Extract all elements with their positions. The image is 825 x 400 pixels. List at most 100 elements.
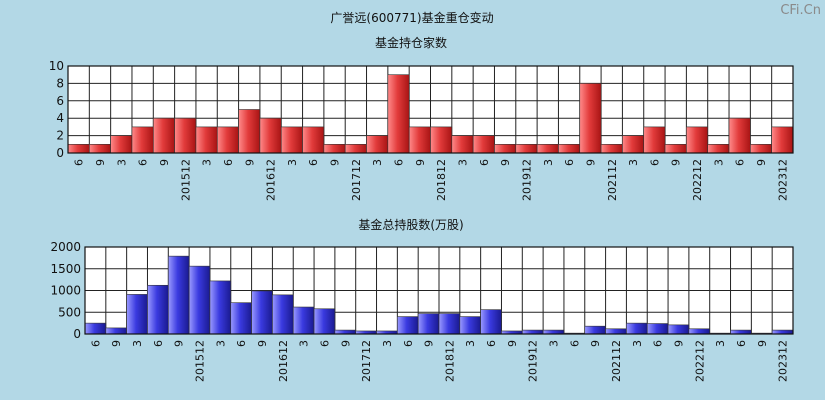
chart-2-xtick-label: 9 xyxy=(672,340,685,347)
chart-1-bar xyxy=(494,144,517,154)
chart-1-bar xyxy=(89,144,111,154)
chart-1-bar xyxy=(472,135,495,154)
chart-1-xtick-label: 201612 xyxy=(265,159,278,201)
chart-1-bar xyxy=(280,126,303,154)
chart-2-ytick-label: 500 xyxy=(58,305,81,319)
chart-2-xtick-label: 9 xyxy=(506,340,519,347)
chart-2-xtick-label: 6 xyxy=(568,340,581,347)
chart-2-bar xyxy=(646,323,669,335)
chart-2-xtick-label: 9 xyxy=(110,340,123,347)
chart-1-bar xyxy=(152,117,175,154)
chart-2-xtick-label: 3 xyxy=(131,340,144,347)
chart-1-xtick-label: 3 xyxy=(371,159,384,166)
chart-2-xtick-label: 6 xyxy=(318,340,331,347)
chart-1-bar xyxy=(302,126,325,154)
chart-1-ytick-label: 4 xyxy=(56,111,64,125)
chart-2-bar xyxy=(397,316,419,335)
chart-1-xtick-label: 3 xyxy=(542,159,555,166)
chart-1-xtick-label: 9 xyxy=(499,159,512,166)
chart-2-xtick-label: 3 xyxy=(298,340,311,347)
chart-2-xtick-label: 3 xyxy=(381,340,394,347)
chart-1-xtick-label: 9 xyxy=(670,159,683,166)
chart-1-xtick-label: 9 xyxy=(414,159,427,166)
chart-2-xtick-label: 9 xyxy=(339,340,352,347)
chart-2-title: 基金总持股数(万股) xyxy=(358,217,463,232)
chart-2-xtick-label: 201812 xyxy=(443,340,456,382)
chart-2-bar xyxy=(417,313,440,335)
chart-1-xtick-label: 6 xyxy=(734,159,747,166)
chart-1-title: 基金持仓家数 xyxy=(375,35,447,50)
chart-1-bar xyxy=(451,135,474,154)
chart-2-bar xyxy=(188,265,211,335)
chart-1-bar xyxy=(771,126,794,154)
chart-2-bar xyxy=(147,284,169,335)
chart-2-xtick-label: 202312 xyxy=(777,340,790,382)
chart-1-xtick-label: 6 xyxy=(222,159,235,166)
chart-2-bar xyxy=(272,294,294,335)
chart-1-bar xyxy=(259,117,282,154)
chart-2-xtick-label: 3 xyxy=(548,340,561,347)
chart-1-xtick-label: 201712 xyxy=(350,159,363,201)
chart-2-frame xyxy=(84,246,794,335)
chart-1-bar xyxy=(664,144,687,154)
chart-1-bar xyxy=(366,135,389,154)
chart-1-xtick-label: 202212 xyxy=(691,159,704,201)
chart-2-xtick-label: 6 xyxy=(485,340,498,347)
chart-2-xtick-label: 9 xyxy=(589,340,602,347)
chart-1-xtick-label: 3 xyxy=(627,159,640,166)
chart-2-ytick-label: 2000 xyxy=(50,240,81,254)
chart-1-bar xyxy=(728,117,751,154)
chart-2-xtick-label: 9 xyxy=(423,340,436,347)
chart-2-xtick-label: 3 xyxy=(714,340,727,347)
chart-2-xtick-label: 9 xyxy=(256,340,269,347)
chart-2-bar xyxy=(292,306,315,335)
chart-2-bar xyxy=(459,316,481,335)
chart-2-bar xyxy=(84,322,107,335)
chart-1-xtick-label: 6 xyxy=(393,159,406,166)
chart-1-xtick-label: 3 xyxy=(115,159,128,166)
main-title: 广誉远(600771)基金重仓变动 xyxy=(330,10,493,25)
chart-1-ytick-label: 0 xyxy=(56,146,64,160)
chart-1-xtick-label: 9 xyxy=(94,159,107,166)
chart-1-xtick-label: 202112 xyxy=(606,159,619,201)
chart-2-xtick-label: 6 xyxy=(652,340,665,347)
chart-2-bar xyxy=(230,302,252,335)
chart-2-bar xyxy=(251,290,273,335)
chart-1-xtick-label: 3 xyxy=(286,159,299,166)
chart-1-xtick-label: 9 xyxy=(158,159,171,166)
chart-1-xtick-label: 9 xyxy=(329,159,342,166)
chart-2-xtick-label: 9 xyxy=(756,340,769,347)
chart-1-bar xyxy=(750,144,772,154)
chart-1-bar xyxy=(515,144,538,154)
chart-1-xtick-label: 201512 xyxy=(179,159,192,201)
chart-1-bar xyxy=(536,144,559,154)
chart-1-bar xyxy=(558,144,581,154)
chart-2-bar xyxy=(209,280,232,335)
chart-1-xtick-label: 201912 xyxy=(520,159,533,201)
chart-1-bar xyxy=(174,117,197,154)
chart-2-bar xyxy=(667,324,690,335)
chart-1-ytick-label: 8 xyxy=(56,76,64,90)
chart-1-bar xyxy=(323,144,346,154)
chart-2-xtick-label: 6 xyxy=(235,340,248,347)
chart-1-xtick-label: 6 xyxy=(648,159,661,166)
chart-2-ytick-label: 1500 xyxy=(50,262,81,276)
chart-1-bar xyxy=(216,126,239,154)
chart-1-frame xyxy=(67,65,794,154)
chart-1-bar xyxy=(707,144,730,154)
chart-1-xtick-label: 6 xyxy=(563,159,576,166)
chart-1-bar xyxy=(110,135,133,154)
chart-2-xtick-label: 6 xyxy=(152,340,165,347)
chart-1-bar xyxy=(600,144,623,154)
chart-1-bar xyxy=(344,144,367,154)
chart-2-bar xyxy=(584,325,606,335)
chart-1-ytick-label: 2 xyxy=(56,129,64,143)
chart-2-xtick-label: 201612 xyxy=(277,340,290,382)
chart-2-bar xyxy=(626,322,648,335)
chart-1-xtick-label: 6 xyxy=(307,159,320,166)
chart-2-xtick-label: 9 xyxy=(173,340,186,347)
chart-2-xtick-label: 3 xyxy=(631,340,644,347)
chart-2-xtick-label: 201712 xyxy=(360,340,373,382)
chart-1-bar xyxy=(622,135,645,154)
